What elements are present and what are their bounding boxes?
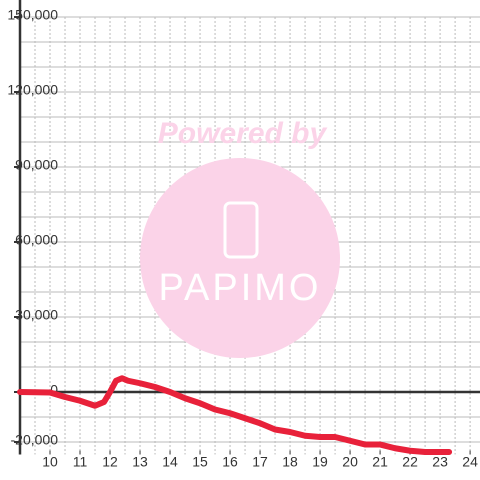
- y-tick-label: 150,000: [7, 7, 58, 23]
- y-tick-label: 90,000: [15, 157, 58, 173]
- x-tick-label: 21: [372, 454, 388, 470]
- x-tick-label: 22: [402, 454, 418, 470]
- watermark-logo: PAPIMO: [159, 267, 322, 309]
- x-tick-label: 23: [432, 454, 448, 470]
- series-line: [17, 375, 453, 455]
- x-tick-label: 11: [73, 454, 88, 470]
- x-tick-label: 20: [342, 454, 358, 470]
- x-tick-label: 19: [312, 454, 328, 470]
- x-tick-label: 13: [132, 454, 148, 470]
- x-tick-label: 14: [162, 454, 178, 470]
- x-tick-label: 18: [282, 454, 298, 470]
- x-tick-label: 17: [252, 454, 268, 470]
- y-tick-label: 30,000: [15, 307, 58, 323]
- x-tick-label: 15: [192, 454, 208, 470]
- y-tick-label: 120,000: [7, 82, 58, 98]
- y-tick-label: -20,000: [11, 432, 59, 448]
- x-tick-label: 12: [102, 454, 118, 470]
- x-tick-label: 24: [462, 454, 478, 470]
- watermark-text: Powered by: [158, 117, 328, 150]
- watermark: Powered by PAPIMO: [140, 117, 340, 358]
- x-tick-label: 10: [42, 454, 58, 470]
- x-tick-label: 16: [222, 454, 238, 470]
- watermark-phone: [223, 201, 259, 259]
- y-tick-label: 60,000: [15, 232, 58, 248]
- y-tick-label: 0: [50, 382, 58, 398]
